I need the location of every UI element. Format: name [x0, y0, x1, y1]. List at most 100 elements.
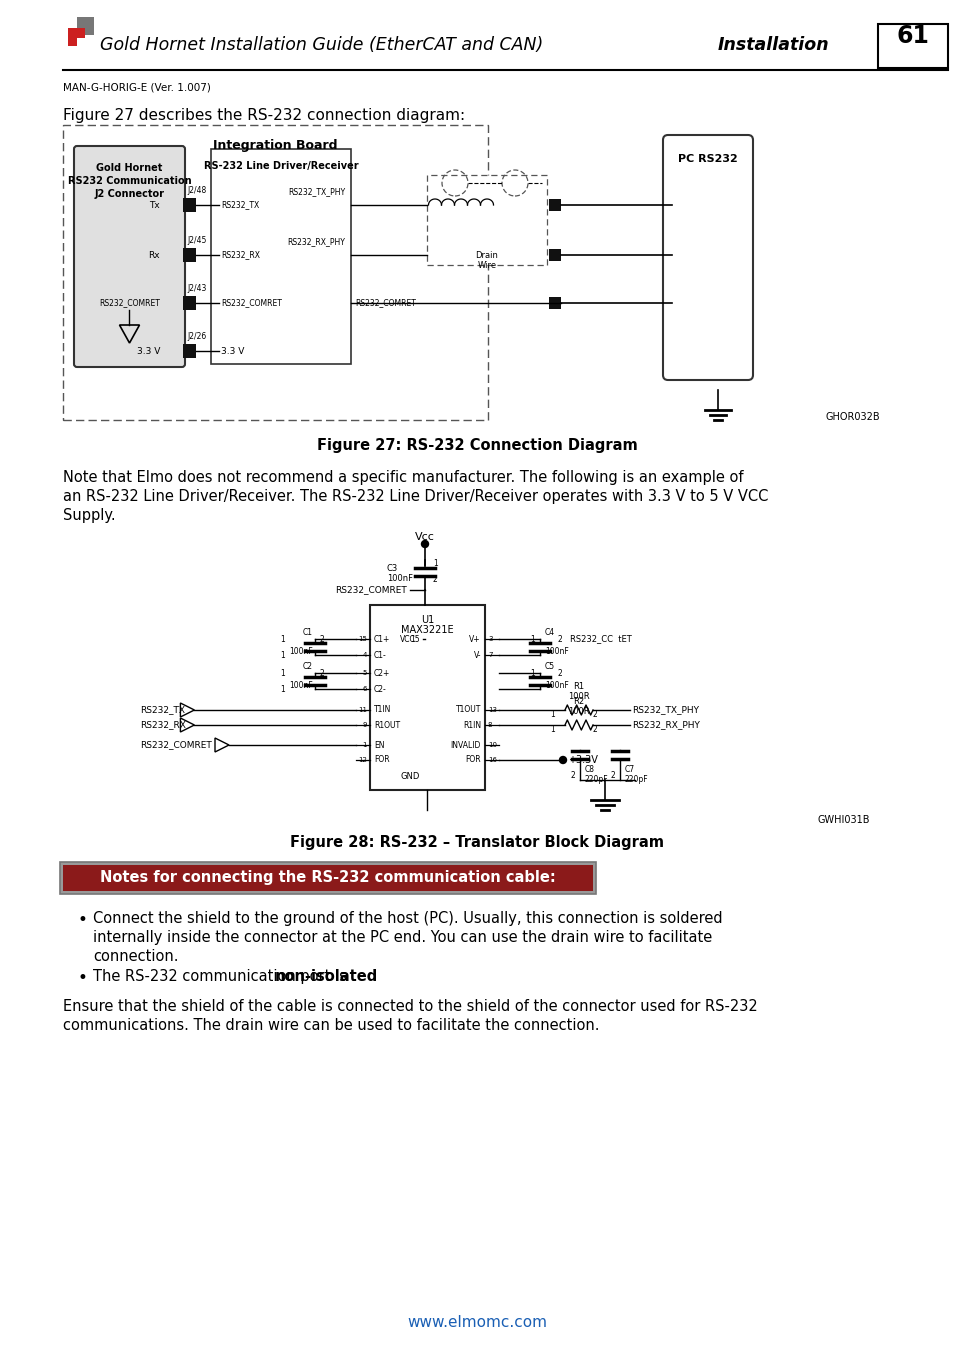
- Text: R2
100R: R2 100R: [568, 697, 589, 716]
- Text: 10: 10: [488, 743, 497, 748]
- Text: 3.3 V: 3.3 V: [136, 347, 160, 355]
- Text: www.elmomc.com: www.elmomc.com: [407, 1315, 546, 1330]
- Circle shape: [558, 756, 566, 764]
- Bar: [68, 28, 85, 46]
- Text: RS232_RX: RS232_RX: [140, 721, 186, 729]
- Text: 100nF: 100nF: [544, 647, 568, 656]
- Text: GWHI031B: GWHI031B: [817, 815, 869, 825]
- Text: 2: 2: [558, 634, 562, 644]
- Bar: [548, 248, 560, 261]
- Text: V+: V+: [469, 634, 480, 644]
- Text: Connect the shield to the ground of the host (PC). Usually, this connection is s: Connect the shield to the ground of the …: [92, 911, 721, 926]
- Bar: [183, 198, 195, 212]
- Text: V-: V-: [473, 651, 480, 660]
- Bar: [63, 865, 593, 891]
- Text: RS232_TX_PHY: RS232_TX_PHY: [288, 188, 345, 196]
- Text: RS232_TX: RS232_TX: [221, 201, 259, 209]
- Text: RS232_TX: RS232_TX: [140, 706, 185, 714]
- Text: Ensure that the shield of the cable is connected to the shield of the connector : Ensure that the shield of the cable is c…: [63, 999, 757, 1014]
- Text: 6: 6: [362, 686, 367, 693]
- Circle shape: [421, 540, 428, 548]
- FancyBboxPatch shape: [74, 146, 185, 367]
- Bar: [548, 198, 560, 211]
- Text: INVALID: INVALID: [450, 741, 480, 749]
- Text: Rx: Rx: [149, 251, 160, 259]
- Text: EN: EN: [374, 741, 384, 749]
- Text: C1+: C1+: [374, 634, 390, 644]
- Text: R1OUT: R1OUT: [374, 721, 399, 729]
- Text: 8: 8: [488, 722, 492, 728]
- Text: •: •: [78, 969, 88, 987]
- Text: 2: 2: [319, 668, 324, 678]
- Bar: [427, 176, 546, 265]
- Text: C2: C2: [303, 662, 313, 671]
- Text: Figure 27: RS-232 Connection Diagram: Figure 27: RS-232 Connection Diagram: [316, 437, 637, 454]
- Text: 1: 1: [280, 651, 285, 660]
- Bar: [183, 296, 195, 310]
- Text: Figure 27 describes the RS-232 connection diagram:: Figure 27 describes the RS-232 connectio…: [63, 108, 465, 123]
- Text: FOR: FOR: [465, 756, 480, 764]
- Text: Gold Hornet
RS232 Communication
J2 Connector: Gold Hornet RS232 Communication J2 Conne…: [68, 163, 192, 200]
- Text: 61: 61: [896, 24, 928, 49]
- Text: RS232_COMRET: RS232_COMRET: [99, 298, 160, 308]
- Text: RS232_COMRET: RS232_COMRET: [221, 298, 281, 308]
- Text: GND: GND: [400, 772, 419, 782]
- Text: R1
100R: R1 100R: [568, 682, 589, 701]
- Text: PC RS232: PC RS232: [678, 154, 737, 163]
- Text: C5: C5: [544, 662, 555, 671]
- Text: RS232_RX_PHY: RS232_RX_PHY: [631, 721, 700, 729]
- Text: 100nF: 100nF: [544, 680, 568, 690]
- Text: 100nF: 100nF: [387, 574, 413, 583]
- Text: 16: 16: [488, 757, 497, 763]
- Bar: [183, 248, 195, 262]
- Text: C7
220pF: C7 220pF: [624, 765, 648, 784]
- Bar: [63, 126, 488, 420]
- Text: Drain
Wire: Drain Wire: [475, 251, 497, 270]
- Text: 1: 1: [550, 725, 555, 734]
- Text: 1: 1: [530, 668, 535, 678]
- Text: RS232_COMRET: RS232_COMRET: [140, 741, 212, 749]
- Text: C4: C4: [544, 628, 555, 637]
- Text: 1: 1: [280, 668, 285, 678]
- Text: RS232_COMRET: RS232_COMRET: [335, 586, 406, 594]
- Text: J2/43: J2/43: [187, 284, 206, 293]
- Text: non-isolated: non-isolated: [274, 969, 378, 984]
- Bar: [877, 24, 947, 68]
- Text: 1: 1: [280, 684, 285, 694]
- Text: 13: 13: [488, 707, 497, 713]
- Text: MAX3221E: MAX3221E: [401, 625, 454, 634]
- Text: .: .: [351, 969, 355, 984]
- Text: Installation: Installation: [718, 36, 829, 54]
- Text: Supply.: Supply.: [63, 508, 115, 522]
- Text: communications. The drain wire can be used to facilitate the connection.: communications. The drain wire can be us…: [63, 1018, 598, 1033]
- Text: 1: 1: [280, 634, 285, 644]
- Text: 2: 2: [433, 575, 437, 585]
- Text: 9: 9: [362, 722, 367, 728]
- Text: an RS-232 Line Driver/Receiver. The RS-232 Line Driver/Receiver operates with 3.: an RS-232 Line Driver/Receiver. The RS-2…: [63, 489, 767, 504]
- Text: connection.: connection.: [92, 949, 178, 964]
- Text: Vcc: Vcc: [415, 532, 435, 541]
- Bar: [77, 18, 94, 35]
- FancyBboxPatch shape: [662, 135, 752, 379]
- Text: MAN-G-HORIG-E (Ver. 1.007): MAN-G-HORIG-E (Ver. 1.007): [63, 82, 211, 93]
- Text: J2/48: J2/48: [187, 186, 206, 194]
- Text: J2/26: J2/26: [187, 332, 206, 342]
- Text: Note that Elmo does not recommend a specific manufacturer. The following is an e: Note that Elmo does not recommend a spec…: [63, 470, 742, 485]
- Text: 15: 15: [410, 634, 419, 644]
- Text: 1: 1: [550, 710, 555, 720]
- Text: The RS-232 communication port is: The RS-232 communication port is: [92, 969, 351, 984]
- Text: RS232_RX: RS232_RX: [221, 251, 260, 259]
- Text: 3: 3: [488, 636, 492, 643]
- Text: RS232_CC  tET: RS232_CC tET: [569, 634, 631, 644]
- Text: Figure 28: RS-232 – Translator Block Diagram: Figure 28: RS-232 – Translator Block Dia…: [290, 836, 663, 850]
- Text: 3.3 V: 3.3 V: [221, 347, 244, 355]
- Text: internally inside the connector at the PC end. You can use the drain wire to fac: internally inside the connector at the P…: [92, 930, 712, 945]
- Text: •: •: [78, 911, 88, 929]
- Bar: [60, 863, 596, 894]
- Text: 1: 1: [530, 634, 535, 644]
- Bar: [211, 148, 351, 364]
- Text: 11: 11: [357, 707, 367, 713]
- Text: C2-: C2-: [374, 684, 386, 694]
- Text: 2: 2: [319, 634, 324, 644]
- Text: RS232_RX_PHY: RS232_RX_PHY: [287, 238, 345, 246]
